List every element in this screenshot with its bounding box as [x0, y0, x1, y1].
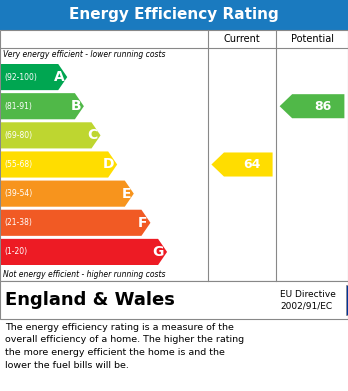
Polygon shape [1, 239, 167, 265]
Text: (1-20): (1-20) [4, 248, 27, 256]
Text: (81-91): (81-91) [4, 102, 32, 111]
Text: B: B [70, 99, 81, 113]
Text: Potential: Potential [291, 34, 333, 44]
Bar [0, 30, 348, 281]
Text: (92-100): (92-100) [4, 73, 37, 82]
Text: Very energy efficient - lower running costs: Very energy efficient - lower running co… [3, 50, 166, 59]
Text: The energy efficiency rating is a measure of the
overall efficiency of a home. T: The energy efficiency rating is a measur… [5, 323, 244, 369]
Text: (69-80): (69-80) [4, 131, 32, 140]
Text: 86: 86 [314, 100, 331, 113]
Bar [346, 285, 348, 315]
Text: D: D [103, 158, 114, 172]
Text: (21-38): (21-38) [4, 218, 32, 227]
Bar [0, 281, 348, 319]
Text: G: G [153, 245, 164, 259]
Text: (55-68): (55-68) [4, 160, 32, 169]
Text: (39-54): (39-54) [4, 189, 32, 198]
Polygon shape [279, 94, 345, 118]
Text: England & Wales: England & Wales [5, 291, 175, 309]
Polygon shape [1, 93, 84, 119]
Text: C: C [87, 128, 97, 142]
Polygon shape [1, 181, 134, 207]
Text: EU Directive
2002/91/EC: EU Directive 2002/91/EC [280, 290, 336, 310]
Text: Current: Current [224, 34, 260, 44]
Text: Energy Efficiency Rating: Energy Efficiency Rating [69, 7, 279, 23]
Text: Not energy efficient - higher running costs: Not energy efficient - higher running co… [3, 270, 166, 279]
Polygon shape [1, 64, 67, 90]
Polygon shape [1, 210, 150, 236]
Polygon shape [211, 152, 272, 176]
Bar [0, 0, 348, 30]
Text: A: A [54, 70, 64, 84]
Text: F: F [138, 216, 148, 230]
Text: 64: 64 [244, 158, 261, 171]
Polygon shape [1, 151, 117, 178]
Polygon shape [1, 122, 101, 149]
Text: E: E [121, 187, 131, 201]
